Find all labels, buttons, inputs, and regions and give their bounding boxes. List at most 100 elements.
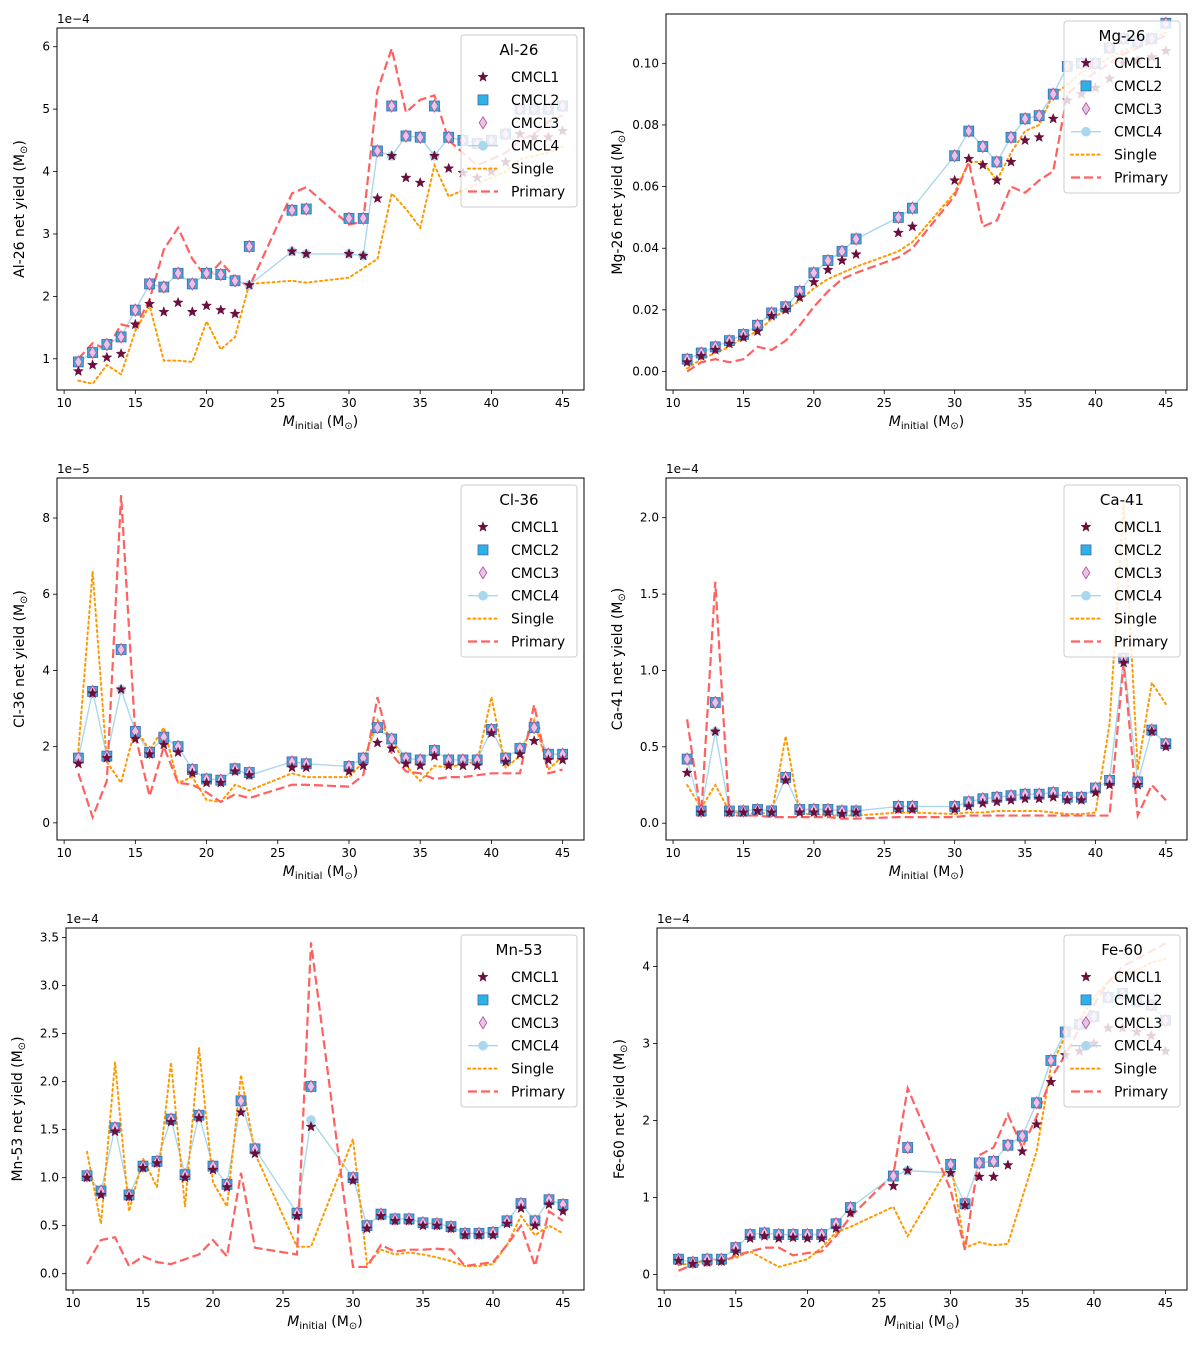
data-point-cmcl1 xyxy=(137,1162,149,1173)
legend-handle-marker xyxy=(1080,544,1092,556)
legend-handle-marker xyxy=(478,140,488,151)
data-point-cmcl1 xyxy=(417,1219,429,1231)
plot-area xyxy=(681,502,1172,820)
legend-handle-marker xyxy=(1081,126,1091,137)
data-point-cmcl3 xyxy=(682,752,692,766)
data-point-cmcl3 xyxy=(401,129,411,143)
plot-frame xyxy=(656,927,1188,1291)
legend-label: CMCL4 xyxy=(511,139,559,155)
data-point-cmcl1 xyxy=(949,803,961,815)
y-tick-label: 2.5 xyxy=(40,1027,59,1041)
data-point-cmcl1 xyxy=(243,769,255,781)
x-tick-label: 25 xyxy=(871,1296,886,1310)
data-point-cmcl1 xyxy=(158,306,170,317)
data-point-cmcl1 xyxy=(95,1189,107,1200)
series-line-primary xyxy=(77,495,563,821)
data-point-cmcl1 xyxy=(557,754,569,765)
legend-label: CMCL1 xyxy=(1114,56,1162,72)
y-tick-label: 1 xyxy=(642,1191,650,1205)
x-tick-label: 20 xyxy=(199,846,214,860)
data-point-cmcl1 xyxy=(371,736,384,748)
data-point-cmcl1 xyxy=(723,337,735,349)
data-point-cmcl1 xyxy=(765,806,778,818)
x-tick-label: 15 xyxy=(736,846,751,860)
data-point-cmcl1 xyxy=(1061,794,1073,806)
data-point-cmcl1 xyxy=(445,1222,457,1234)
x-tick-label: 45 xyxy=(555,1296,570,1310)
legend-label: Single xyxy=(1114,148,1157,164)
legend-label: CMCL4 xyxy=(1114,589,1162,605)
x-tick-label: 30 xyxy=(947,396,962,410)
data-point-cmcl3 xyxy=(415,130,425,145)
chart-mg-26: 10 15 20 25 30 35 40 45 0.00 0.02 0.04 0.06 0.08 0.10… xyxy=(610,13,1188,432)
legend-title: Mn-53 xyxy=(496,941,543,959)
data-point-cmcl1 xyxy=(816,1232,828,1244)
x-tick-label: 35 xyxy=(1017,396,1032,410)
x-tick-label: 40 xyxy=(485,1296,500,1310)
legend-handle-marker xyxy=(1080,521,1092,532)
legend-box xyxy=(460,934,578,1108)
x-tick-label: 35 xyxy=(1017,846,1032,860)
data-point-cmcl1 xyxy=(787,1231,799,1243)
plot-frame xyxy=(56,477,585,841)
legend-handle-marker xyxy=(477,544,489,556)
data-point-cmcl1 xyxy=(357,759,369,771)
data-point-cmcl1 xyxy=(836,254,848,266)
data-point-cmcl1 xyxy=(200,299,213,311)
legend-label: Primary xyxy=(1114,1085,1168,1101)
legend-label: Primary xyxy=(511,1085,565,1101)
data-point-cmcl1 xyxy=(428,150,441,161)
data-point-cmcl1 xyxy=(780,303,792,315)
data-point-cmcl3 xyxy=(306,1079,316,1094)
data-point-cmcl1 xyxy=(229,765,241,777)
data-point-cmcl1 xyxy=(1103,779,1116,790)
axis-scale-label: 1e−4 xyxy=(657,912,690,926)
y-tick-label: 0.08 xyxy=(632,118,659,132)
data-point-cmcl1 xyxy=(988,1170,1000,1182)
data-point-cmcl3 xyxy=(1020,111,1030,126)
data-point-cmcl3 xyxy=(202,266,211,281)
legend-label: CMCL1 xyxy=(1114,970,1162,986)
data-point-cmcl1 xyxy=(400,757,412,769)
data-point-cmcl1 xyxy=(347,1174,359,1186)
legend-handle-marker xyxy=(477,994,489,1006)
series-line-cmcl4 xyxy=(86,1100,564,1235)
y-axis-label: Fe-60 net yield (M⊙) xyxy=(612,1039,630,1179)
data-point-cmcl1 xyxy=(487,1229,499,1241)
data-point-cmcl3 xyxy=(230,273,240,288)
y-tick-label: 3 xyxy=(42,227,50,241)
legend-box xyxy=(460,484,578,658)
data-point-cmcl3 xyxy=(1006,130,1016,145)
data-point-cmcl1 xyxy=(172,746,184,758)
legend-title: Fe-60 xyxy=(1101,941,1143,959)
data-point-cmcl1 xyxy=(1089,786,1102,798)
legend-handle-marker xyxy=(478,1015,488,1030)
y-tick-label: 0 xyxy=(642,1268,650,1282)
data-point-cmcl1 xyxy=(361,1222,373,1234)
data-point-cmcl3 xyxy=(950,148,959,163)
axis-scale-label: 1e−5 xyxy=(57,462,90,476)
legend-label: Primary xyxy=(511,185,565,201)
data-point-cmcl1 xyxy=(300,248,312,259)
data-point-cmcl1 xyxy=(221,1181,233,1193)
data-point-cmcl1 xyxy=(143,748,156,760)
data-point-cmcl3 xyxy=(373,144,382,158)
x-tick-label: 35 xyxy=(413,846,428,860)
data-point-cmcl1 xyxy=(709,344,721,355)
x-tick-label: 35 xyxy=(413,396,428,410)
x-tick-label: 10 xyxy=(65,1296,80,1310)
y-tick-label: 2.0 xyxy=(40,1075,59,1089)
data-point-cmcl1 xyxy=(751,805,764,816)
x-tick-label: 45 xyxy=(555,396,570,410)
data-point-cmcl1 xyxy=(443,759,455,771)
x-tick-label: 30 xyxy=(345,1296,360,1310)
legend-box xyxy=(1063,934,1181,1108)
data-point-cmcl1 xyxy=(158,738,170,750)
x-tick-label: 20 xyxy=(205,1296,220,1310)
data-point-cmcl1 xyxy=(186,767,198,779)
x-tick-label: 45 xyxy=(1158,396,1173,410)
data-point-cmcl1 xyxy=(822,806,834,818)
data-point-cmcl1 xyxy=(414,759,426,771)
y-tick-label: 6 xyxy=(42,587,50,601)
